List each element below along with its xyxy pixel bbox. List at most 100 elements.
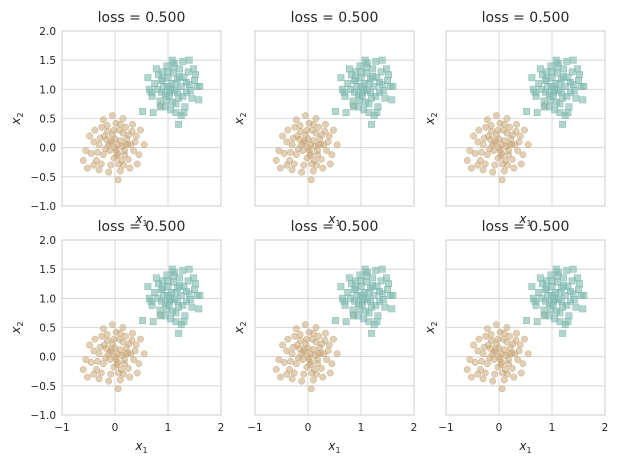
scatter-point-circle — [284, 126, 292, 134]
scatter-point-circle — [324, 347, 332, 355]
scatter-point-circle — [105, 168, 113, 176]
scatter-point-circle — [292, 116, 300, 124]
scatter-point-square — [365, 309, 373, 317]
scatter-point-square — [357, 291, 365, 299]
scatter-point-square — [144, 283, 152, 291]
scatter-point-square — [163, 271, 171, 279]
scatter-point-square — [542, 88, 550, 96]
scatter-point-circle — [111, 344, 119, 352]
scatter-point-circle — [295, 145, 302, 153]
scatter-point-square — [163, 62, 171, 70]
scatter-point-square — [580, 82, 588, 90]
scatter-point-circle — [95, 375, 103, 383]
scatter-point-circle — [91, 335, 99, 343]
scatter-point-circle — [488, 127, 496, 135]
x-tick-label: −1 — [438, 422, 453, 434]
axes-frame — [254, 30, 415, 207]
scatter-point-square — [374, 312, 382, 320]
scatter-point-circle — [312, 338, 320, 346]
scatter-point-circle — [90, 161, 98, 169]
scatter-point-circle — [506, 332, 514, 340]
scatter-point-circle — [284, 335, 292, 343]
y-tick-label: 1.5 — [39, 55, 56, 67]
scatter-point-circle — [321, 336, 329, 344]
scatter-point-circle — [306, 152, 314, 160]
scatter-point-square — [376, 78, 384, 86]
scatter-point-square — [179, 57, 187, 65]
scatter-point-square — [176, 65, 184, 73]
x-tick-label: 2 — [218, 422, 225, 434]
x-tick-label: 2 — [411, 422, 418, 434]
subplot-4: loss = 0.500 −1 0 1 2 −1.0 −0.5 0.0 0.5 1.0 1.5 2.0… — [9, 219, 224, 455]
scatter-point-square — [192, 280, 200, 288]
scatter-point-circle — [309, 376, 317, 384]
scatter-point-circle — [301, 112, 309, 120]
scatter-point-circle — [315, 141, 323, 149]
scatter-point-circle — [482, 332, 490, 340]
scatter-point-circle — [315, 332, 323, 340]
scatter-point-circle — [124, 364, 132, 372]
scatter-point-circle — [102, 354, 109, 362]
scatter-point-square — [573, 274, 581, 282]
scatter-point-circle — [314, 360, 321, 368]
scatter-point-circle — [506, 350, 514, 358]
scatter-point-circle — [474, 370, 482, 378]
scatter-point-square — [175, 120, 183, 128]
scatter-point-square — [332, 108, 340, 115]
scatter-point-square — [176, 73, 184, 80]
scatter-point-square — [533, 109, 541, 117]
y-tick-label: 1.0 — [39, 293, 56, 305]
scatter-point-circle — [104, 127, 112, 135]
scatter-point-circle — [483, 360, 491, 368]
scatter-point-square — [552, 56, 560, 64]
scatter-point-circle — [470, 341, 478, 349]
y-tick-label: −0.5 — [31, 381, 57, 393]
scatter-point-square — [563, 57, 571, 65]
scatter-point-square — [172, 309, 180, 317]
scatter-point-circle — [283, 138, 291, 146]
scatter-point-circle — [324, 138, 332, 146]
axes-frame — [61, 30, 222, 207]
scatter-point-circle — [489, 168, 497, 176]
scatter-point-circle — [323, 356, 330, 364]
y-tick-label: 1.5 — [39, 264, 56, 276]
subplot-title: loss = 0.500 — [482, 10, 570, 26]
scatter-point-circle — [504, 370, 511, 378]
y-axis-label: x2 — [9, 112, 25, 125]
scatter-point-square — [159, 75, 167, 83]
axes-frame — [445, 30, 606, 207]
scatter-point-circle — [116, 167, 124, 175]
scatter-point-circle — [492, 112, 500, 120]
scatter-point-square — [389, 291, 397, 299]
scatter-point-circle — [113, 152, 121, 160]
scatter-point-circle — [313, 370, 320, 378]
scatter-point-circle — [86, 341, 94, 349]
scatter-point-square — [560, 73, 568, 80]
subplot-title: loss = 0.500 — [291, 219, 379, 235]
x-axis-label: x1 — [518, 439, 531, 455]
scatter-point-circle — [107, 370, 115, 378]
scatter-point-square — [164, 277, 172, 285]
scatter-point-square — [546, 305, 554, 313]
scatter-point-circle — [309, 167, 317, 175]
scatter-point-circle — [315, 350, 323, 358]
scatter-point-square — [139, 317, 147, 324]
scatter-point-square — [179, 301, 187, 309]
scatter-point-circle — [303, 335, 311, 343]
scatter-point-circle — [486, 145, 493, 153]
scatter-point-square — [548, 291, 556, 299]
x-tick-label: 1 — [165, 422, 172, 434]
scatter-point-circle — [290, 369, 298, 377]
scatter-point-square — [381, 303, 389, 311]
scatter-point-square — [164, 68, 172, 76]
scatter-point-square — [344, 289, 352, 296]
scatter-point-square — [374, 103, 382, 111]
subplot-title: loss = 0.500 — [98, 10, 186, 26]
scatter-point-circle — [487, 136, 494, 143]
scatter-point-square — [169, 63, 177, 71]
scatter-point-square — [572, 303, 580, 311]
scatter-point-square — [570, 87, 578, 94]
scatter-point-square — [345, 274, 353, 282]
scatter-point-square — [543, 75, 551, 83]
scatter-point-square — [563, 301, 571, 309]
